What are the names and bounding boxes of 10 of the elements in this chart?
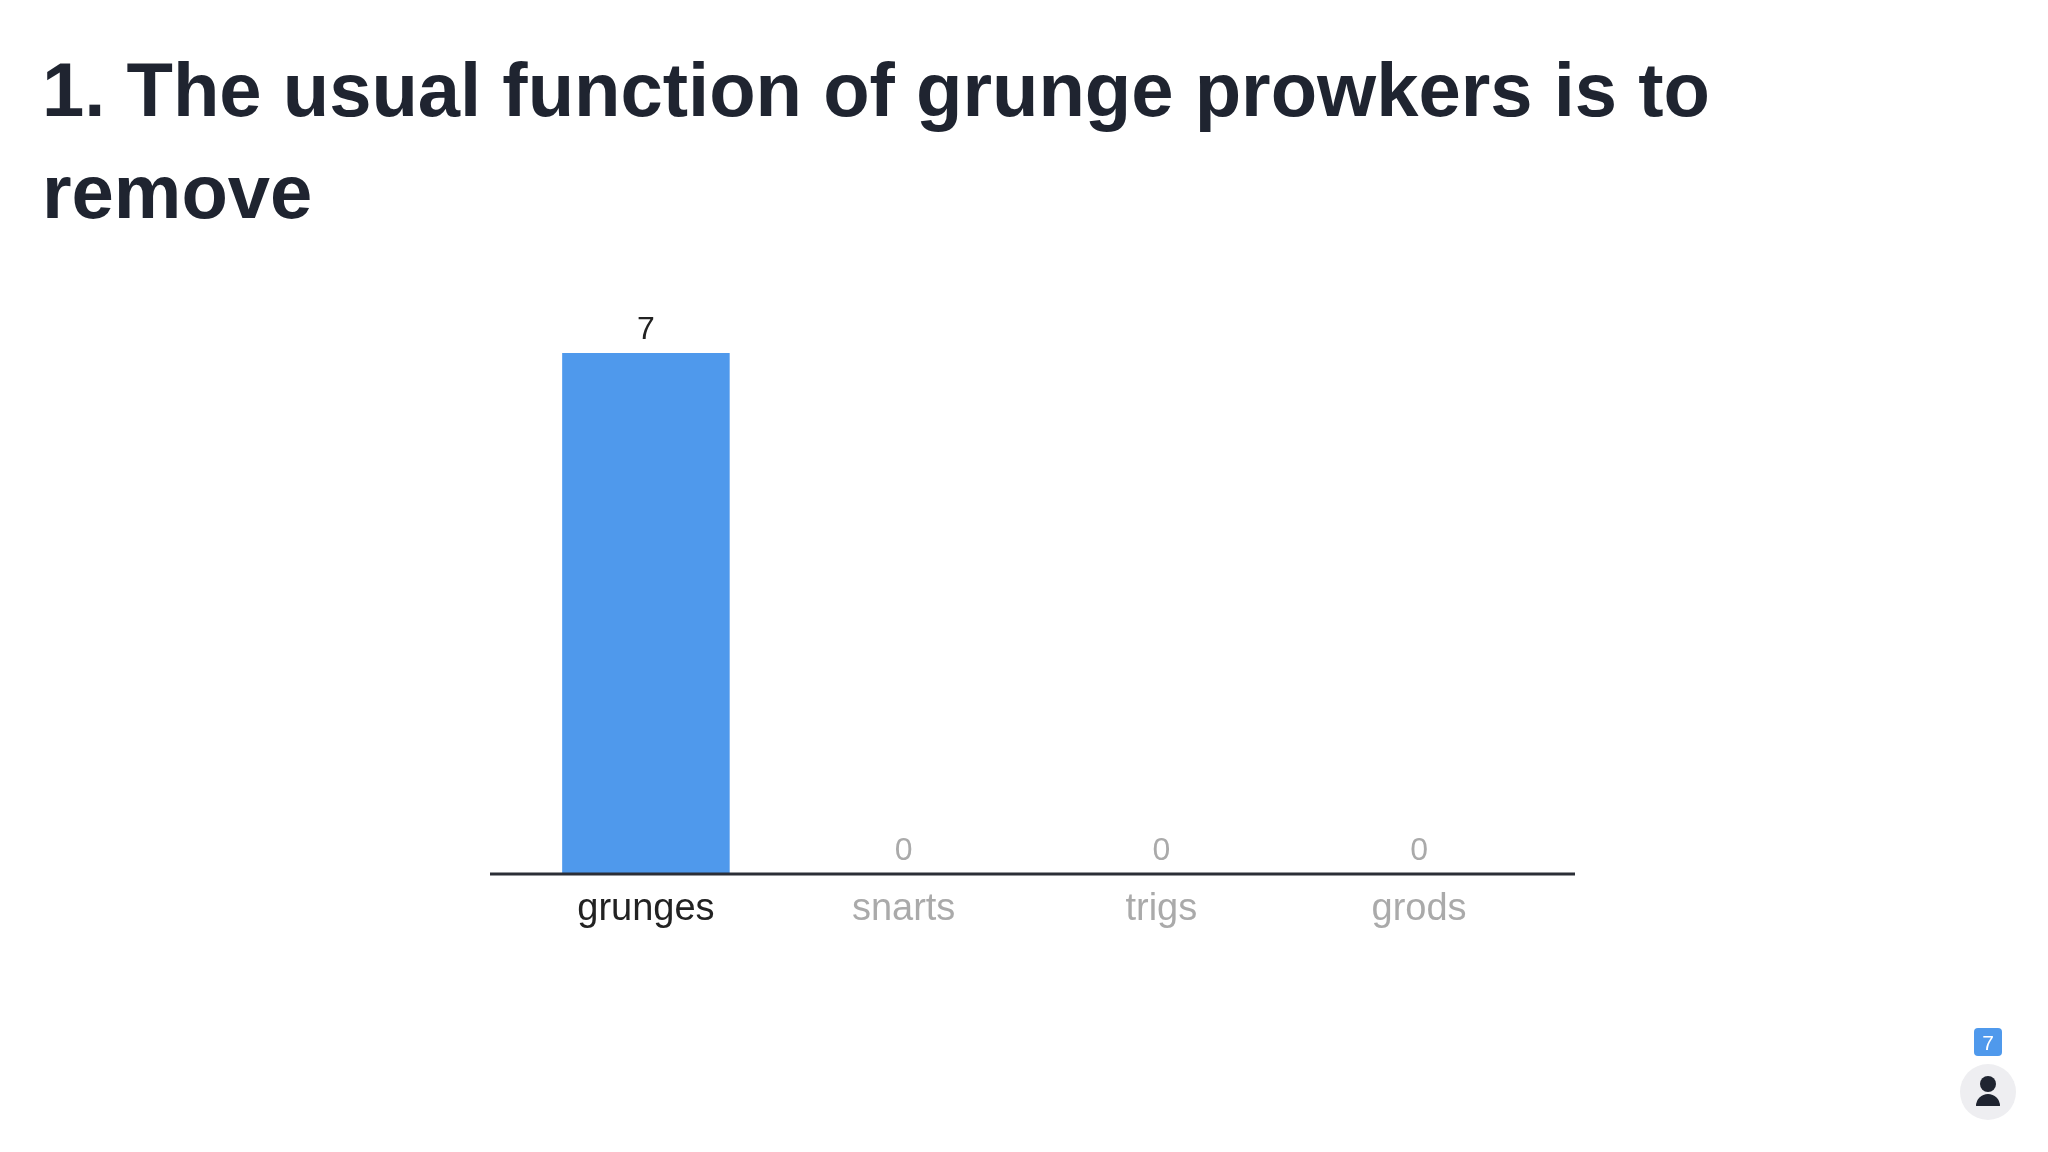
x-tick-label: grods [1371,886,1467,928]
data-label: 0 [894,831,913,867]
x-tick-label: grunges [577,886,715,928]
x-tick-label: trigs [1125,886,1198,928]
text: 7 [1982,1031,1994,1054]
data-label: 7 [637,310,655,346]
data-label: 0 [1152,831,1171,867]
x-tick-label: snarts [851,886,956,928]
data-label: 0 [1410,831,1428,867]
chart-title: 1. The usual function of grunge prowkers is to remove [42,47,1710,234]
